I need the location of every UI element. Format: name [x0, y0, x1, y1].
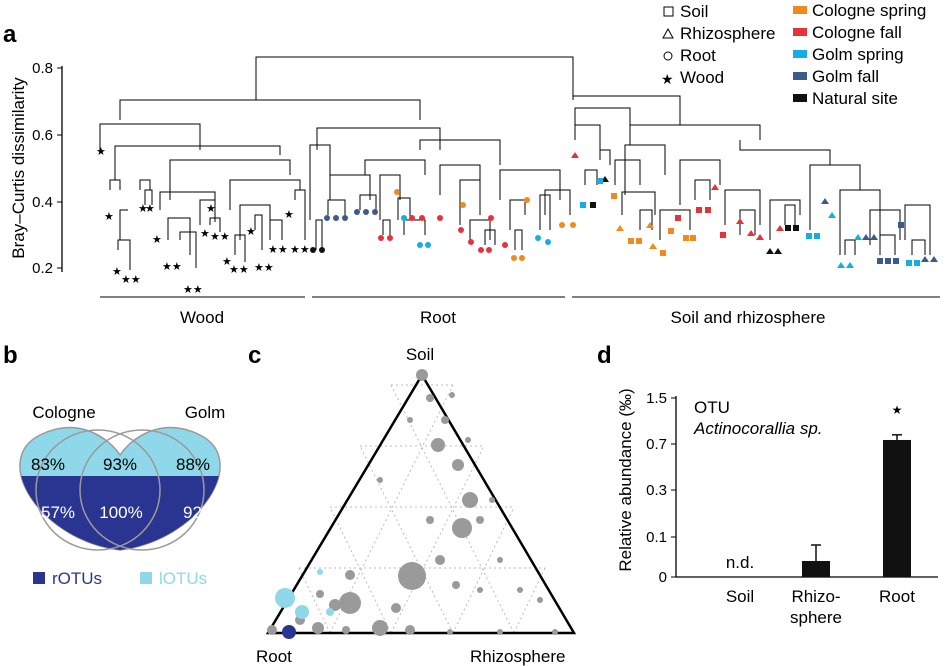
- d-y-ticks: 0 0.1 0.3 0.7 1.5: [646, 390, 676, 586]
- d-x-label-soil: Soil: [726, 587, 754, 606]
- wood-marker-icon: ★: [104, 211, 114, 223]
- y-axis-title: Bray–Curtis dissimilarity: [9, 77, 28, 259]
- d-y-tick-label: 0.3: [646, 482, 667, 499]
- significance-star-icon: ★: [892, 403, 903, 417]
- wood-marker-icon: ★★: [162, 261, 182, 273]
- venn-pct-dark-left: 57%: [41, 503, 75, 522]
- swatch-natural-site: [793, 94, 807, 102]
- triangle-icon: [662, 27, 674, 39]
- ternary-triangle: [265, 372, 577, 635]
- legend-swatch-rotus: [33, 572, 45, 584]
- d-x-label-rhizo: Rhizo-: [791, 587, 840, 606]
- wood-marker-icon: ★: [112, 266, 122, 278]
- legend-label-lotus: lOTUs: [159, 569, 207, 588]
- d-nd-label: n.d.: [726, 553, 754, 572]
- legend-label-soil: Soil: [680, 2, 708, 21]
- wood-marker-icon: ★: [246, 226, 256, 238]
- d-y-tick-label: 0.1: [646, 529, 667, 546]
- wood-marker-icon: ★★: [290, 244, 310, 256]
- legend-label-root: Root: [680, 46, 716, 65]
- swatch-cologne-spring: [793, 6, 807, 14]
- d-bars: [802, 434, 911, 577]
- wood-marker-icon: ★: [138, 203, 148, 215]
- d-y-axis-title: Relative abundance (‰): [616, 388, 635, 571]
- legend-swatch-lotus: [140, 572, 152, 584]
- legend-shapes: Soil Rhizosphere Root ★ Wood: [661, 2, 775, 87]
- wood-marker-icon: ★★: [121, 274, 141, 286]
- legend-label-rotus: rOTUs: [52, 569, 102, 588]
- star-icon: ★: [661, 71, 674, 87]
- venn-circle-cologne: [35, 429, 161, 551]
- panel-a: a 0.8 0.6 0.4 0.2 Bray–Curtis dissimilar…: [3, 1, 940, 327]
- ternary-grid: [298, 384, 546, 634]
- venn-pct-light-left: 83%: [31, 455, 65, 474]
- group-label-soil-rhizosphere: Soil and rhizosphere: [671, 308, 826, 327]
- wood-marker-icon: ★: [284, 209, 294, 221]
- venn-label-golm: Golm: [185, 403, 226, 422]
- wood-marker-icon: ★★: [229, 264, 249, 276]
- venn-circle-golm: [79, 429, 205, 551]
- venn-pct-dark-mid: 100%: [99, 503, 142, 522]
- wood-marker-icon: ★★: [254, 262, 274, 274]
- legend-sites: Cologne spring Cologne fall Golm spring …: [793, 1, 926, 108]
- wood-marker-icon: ★: [152, 234, 162, 246]
- y-tick-label: 0.8: [32, 60, 53, 77]
- panel-c-label: c: [248, 342, 261, 369]
- circle-icon: [663, 51, 673, 61]
- venn-rotus-region: [21, 476, 219, 550]
- wood-marker-icon: ★: [96, 146, 106, 158]
- y-tick-label: 0.4: [32, 194, 53, 211]
- wood-marker-icon: ★★: [210, 231, 230, 243]
- wood-marker-icon: ★: [222, 256, 232, 268]
- panel-d: d Relative abundance (‰) 0 0.1 0.3 0.7 1.5 O…: [597, 342, 938, 627]
- group-label-root: Root: [420, 308, 456, 327]
- venn-pct-light-mid: 93%: [103, 455, 137, 474]
- d-title-otu: OTU: [694, 398, 730, 417]
- panel-d-label: d: [597, 342, 612, 369]
- group-label-wood: Wood: [180, 308, 224, 327]
- swatch-golm-fall: [793, 72, 807, 80]
- wood-marker-icon: ★: [200, 228, 210, 240]
- leaf-markers: ★ ★ ★ ★★ ★ ★ ★ ★★ ★★ ★ ★ ★★ ★ ★★ ★ ★★ ★★…: [96, 146, 938, 296]
- y-tick-label: 0.6: [32, 127, 53, 144]
- legend-label-golm-spring: Golm spring: [812, 45, 904, 64]
- wood-marker-icon: ★: [206, 203, 216, 215]
- panel-b-label: b: [3, 342, 18, 369]
- square-icon: [663, 6, 674, 17]
- y-tick-label: 0.2: [32, 260, 53, 277]
- ternary-points-lotus: [275, 569, 334, 639]
- ternary-points: [267, 369, 558, 636]
- panel-a-label: a: [3, 21, 17, 48]
- d-y-tick-label: 0.7: [646, 436, 667, 453]
- wood-marker-icon: ★: [145, 203, 155, 215]
- dendrogram: [99, 56, 931, 270]
- vertex-label-root: Root: [256, 647, 292, 666]
- legend-label-cologne-spring: Cologne spring: [812, 1, 926, 20]
- swatch-cologne-fall: [793, 28, 807, 36]
- d-bar: [883, 439, 911, 577]
- venn-label-cologne: Cologne: [32, 403, 95, 422]
- legend-label-wood: Wood: [680, 68, 724, 87]
- d-x-label-sphere: sphere: [790, 608, 842, 627]
- legend-label-natural-site: Natural site: [812, 89, 898, 108]
- vertex-label-rhizosphere: Rhizosphere: [470, 647, 565, 666]
- d-title-species: Actinocorallia sp.: [693, 419, 823, 438]
- panel-b: b Cologne Golm 83% 93% 88% 57% 100% 92% …: [3, 342, 225, 588]
- wood-marker-icon: ★★: [183, 284, 203, 296]
- d-y-tick-label: 0: [659, 569, 667, 586]
- legend-label-golm-fall: Golm fall: [812, 67, 879, 86]
- d-y-tick-label: 1.5: [646, 390, 667, 407]
- panel-c: c: [248, 342, 577, 666]
- venn-pct-light-right: 88%: [176, 455, 210, 474]
- vertex-label-soil: Soil: [406, 345, 434, 364]
- venn-pct-dark-right: 92%: [183, 503, 217, 522]
- y-axis-ticks: [57, 67, 62, 269]
- wood-marker-icon: ★★: [268, 244, 288, 256]
- d-x-label-root: Root: [879, 587, 915, 606]
- d-bar: [802, 561, 830, 577]
- swatch-golm-spring: [793, 50, 807, 58]
- legend-label-cologne-fall: Cologne fall: [812, 23, 902, 42]
- legend-label-rhizosphere: Rhizosphere: [680, 24, 775, 43]
